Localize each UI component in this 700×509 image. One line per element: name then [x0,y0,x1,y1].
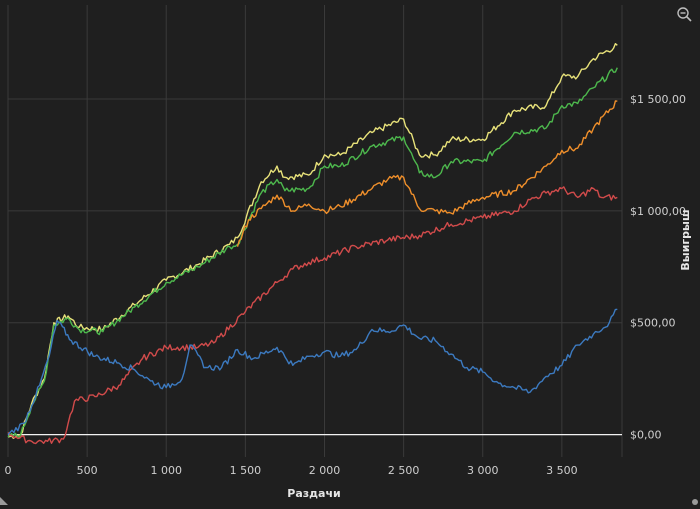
y-tick-label: $1 500,00 [630,93,686,106]
x-tick-label: 1 000 [150,464,182,477]
zoom-out-icon[interactable] [676,6,694,24]
x-tick-label: 3 000 [467,464,499,477]
x-axis-ticks: 0 500 1 000 1 500 2 000 2 500 3 000 3 500 [5,464,578,477]
x-tick-label: 2 000 [309,464,341,477]
series-line-1 [7,43,618,439]
y-tick-label: $500,00 [630,317,676,330]
y-tick-label: $1 000,00 [630,205,686,218]
series-line-3 [236,100,618,247]
x-tick-label: 500 [77,464,98,477]
x-tick-label: 0 [5,464,12,477]
resize-handle-right-icon[interactable] [690,490,700,505]
series-line-2 [7,67,618,439]
y-axis-ticks: $0,00 $500,00 $1 000,00 $1 500,00 [630,93,686,442]
y-tick-label: $0,00 [630,429,662,442]
series-line-5 [7,308,618,436]
resize-handle-left-icon[interactable] [0,490,8,505]
series-line-4 [7,186,618,445]
x-tick-label: 1 500 [230,464,262,477]
x-tick-label: 3 500 [546,464,578,477]
y-axis-title: Выигрыш [679,209,692,270]
grid [7,5,623,457]
series-group [7,43,618,445]
x-axis-title: Раздачи [287,487,340,499]
x-tick-label: 2 500 [388,464,420,477]
